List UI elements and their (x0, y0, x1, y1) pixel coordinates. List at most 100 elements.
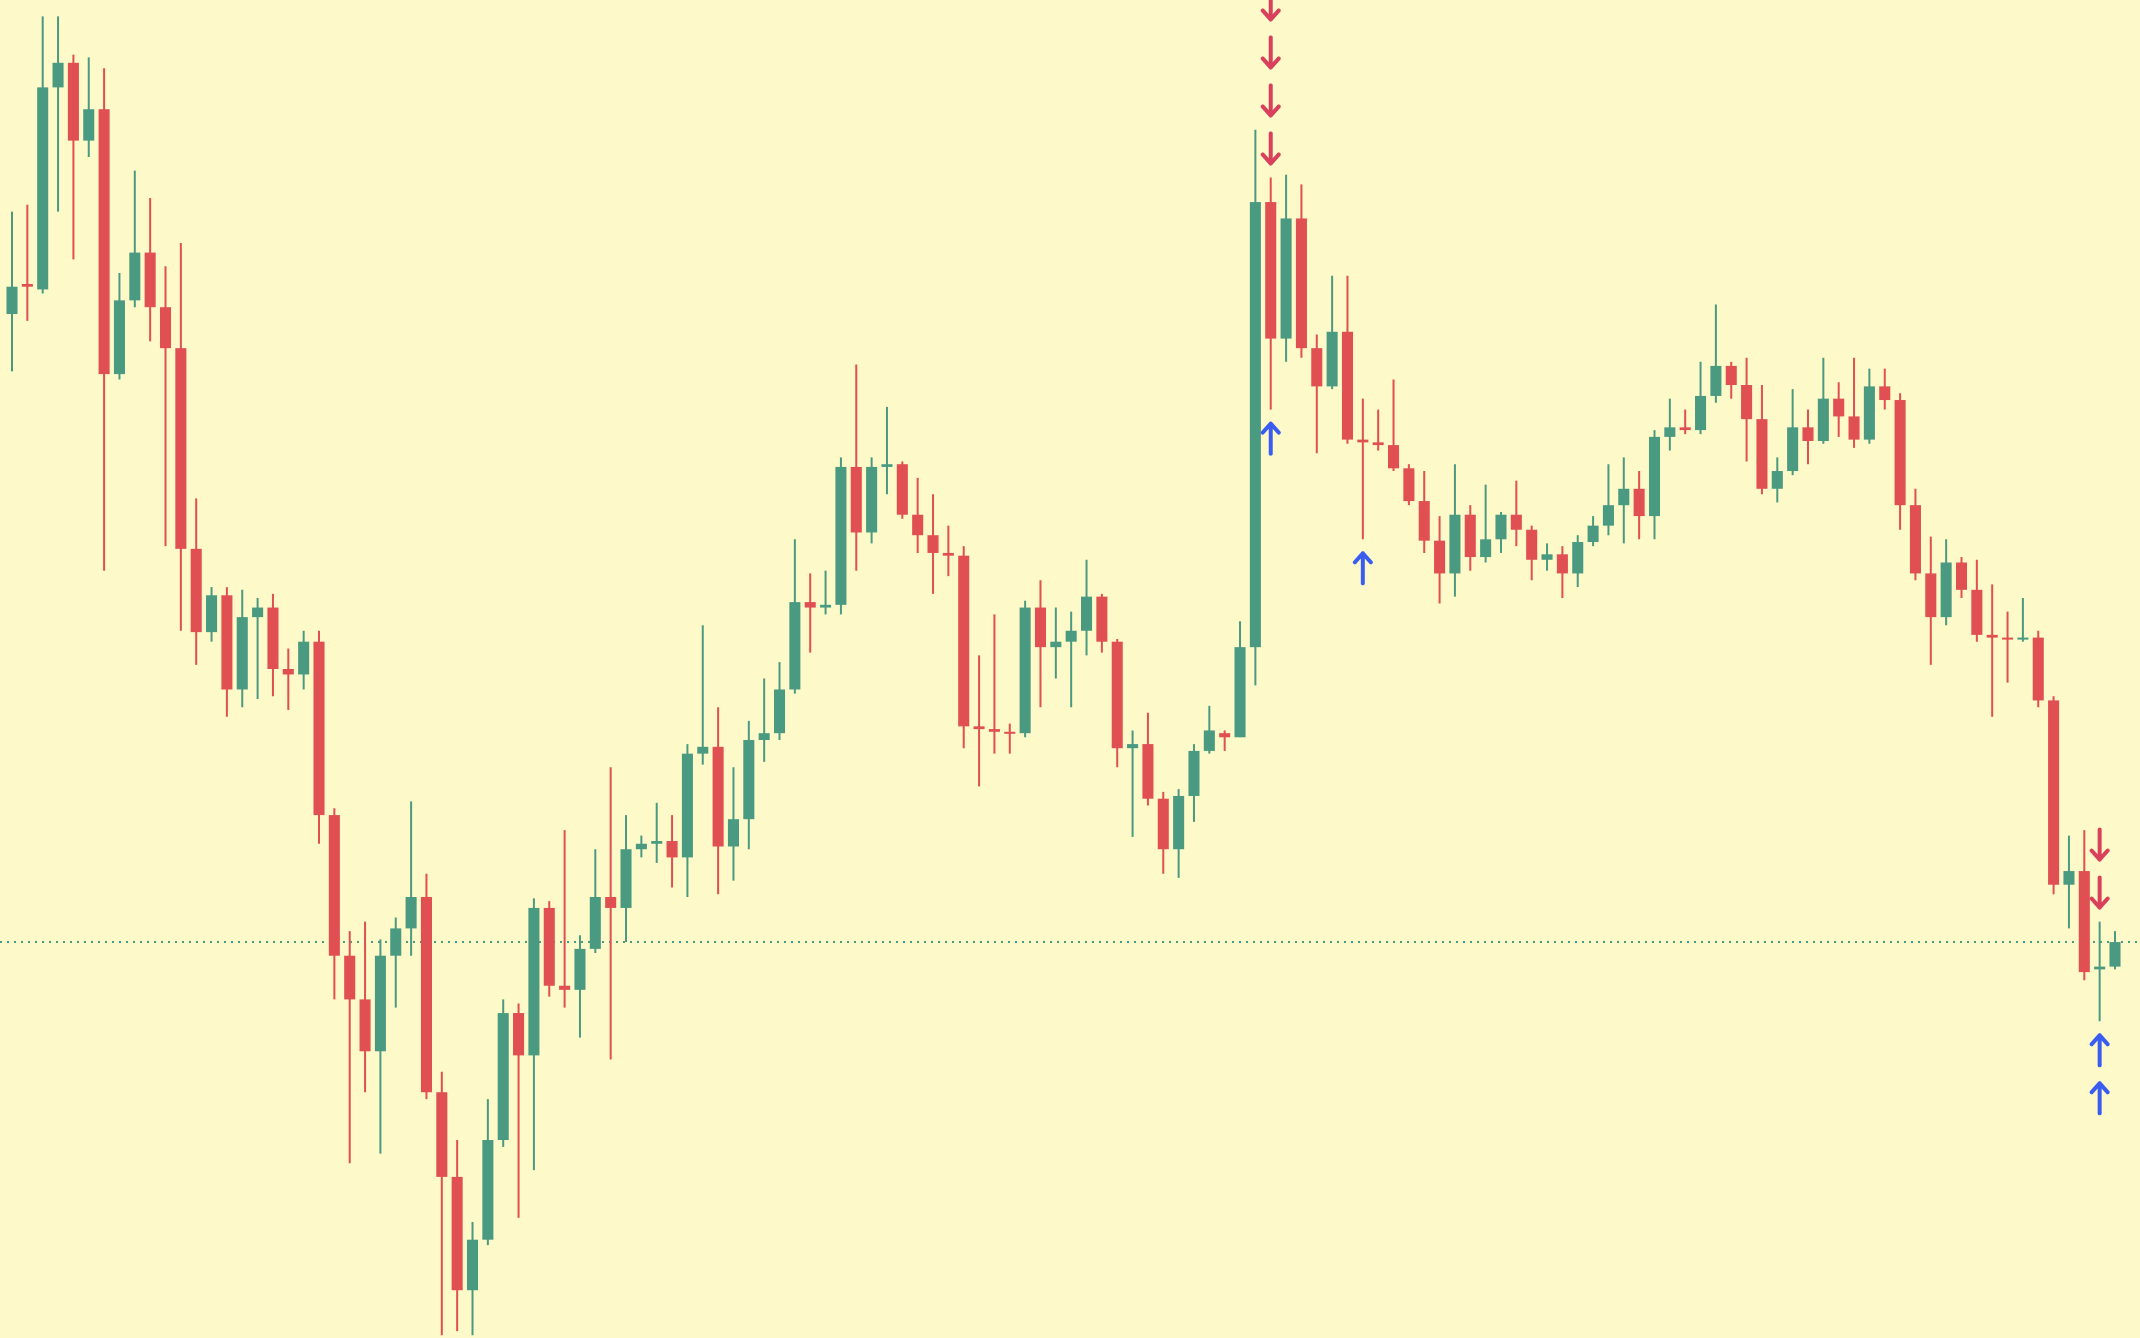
candle-body (1741, 385, 1753, 420)
candle-body (1618, 488, 1630, 506)
candle-body (175, 348, 187, 549)
candle-body (2017, 637, 2029, 640)
signal-arrow (1260, 35, 1281, 70)
candle-body (927, 535, 939, 553)
candle-body (1894, 400, 1906, 506)
candle-body (528, 907, 540, 1056)
candle-body (1295, 218, 1307, 349)
candle-body (881, 464, 893, 467)
signal-arrow (2089, 827, 2110, 862)
candle-body (1510, 514, 1522, 530)
signal-arrow (1260, 83, 1281, 118)
candle-body (37, 87, 49, 290)
candle-body (252, 607, 264, 618)
candle-body (1449, 514, 1461, 574)
candle-body (344, 955, 356, 1000)
candle-body (1664, 427, 1676, 437)
candle-body (835, 466, 847, 605)
candle-body (973, 726, 985, 730)
candle-body (1372, 442, 1384, 446)
candle-body (1695, 395, 1707, 431)
candle-body (1602, 505, 1614, 526)
candle-body (1173, 795, 1185, 850)
candle-body (221, 595, 233, 690)
candle-body (620, 849, 632, 908)
candle-body (1004, 731, 1016, 734)
candle-body (605, 897, 617, 908)
candle-body (1817, 398, 1829, 441)
candle-body (1971, 589, 1983, 635)
candle-body (21, 283, 33, 287)
candle-body (1464, 514, 1476, 558)
candle-body (2063, 871, 2075, 885)
signal-arrow (2089, 1081, 2110, 1116)
candle-body (1019, 607, 1031, 734)
candle-body (359, 999, 371, 1052)
candle-body (236, 617, 248, 690)
candle-body (6, 286, 18, 315)
candle-body (282, 669, 294, 675)
candle-body (313, 641, 325, 816)
candle-body (1725, 365, 1737, 386)
candle-body (1265, 202, 1277, 339)
candle-body (789, 602, 801, 690)
candle-body (1157, 798, 1169, 850)
candle-body (2078, 871, 2090, 973)
candle-body (1986, 634, 1998, 638)
candle-body (451, 1176, 463, 1291)
candle-body (1388, 445, 1400, 469)
candle-body (1050, 641, 1062, 648)
candle-body (1234, 647, 1246, 738)
candle-body (820, 604, 832, 608)
candle-body (666, 841, 678, 858)
candle-body (773, 689, 786, 734)
candle-body (1771, 471, 1783, 489)
candle-body (1572, 542, 1584, 574)
candle-body (1188, 750, 1200, 796)
candle-body (1756, 419, 1768, 489)
candle-body (67, 62, 79, 141)
candle-body (1403, 468, 1415, 502)
candle-body (1480, 539, 1492, 558)
candle-body (83, 109, 95, 141)
candle-body (1526, 529, 1538, 560)
candle-body (328, 815, 340, 956)
candle-body (482, 1140, 494, 1240)
signal-arrow (2089, 1033, 2110, 1068)
candle-body (543, 907, 555, 986)
candle-body (513, 1013, 525, 1056)
candle-body (850, 466, 862, 533)
candle-body (2032, 637, 2044, 701)
candle-body (681, 753, 693, 858)
candle-body (651, 841, 663, 844)
candle-body (1111, 641, 1123, 749)
candle-body (1556, 554, 1568, 574)
candle-body (129, 252, 141, 301)
candle-body (942, 552, 954, 556)
candle-body (1925, 573, 1937, 618)
candle-body (712, 746, 724, 847)
candle-body (1955, 562, 1968, 590)
candle-body (635, 843, 647, 850)
candle-body (958, 555, 970, 727)
candle-body (420, 897, 432, 1093)
candle-body (1940, 562, 1952, 618)
candle-body (113, 300, 125, 375)
candle-body (1879, 386, 1891, 401)
candle-body (589, 897, 601, 949)
candle-body (374, 955, 386, 1052)
candle-body (1280, 218, 1292, 339)
candle-body (1710, 365, 1722, 396)
signal-arrow (2089, 875, 2110, 910)
candle-body (1679, 427, 1691, 431)
candle-body (1249, 202, 1261, 648)
candle-body (727, 819, 739, 847)
candle-body (436, 1092, 448, 1177)
signal-arrow (1260, 421, 1281, 456)
candle-body (1787, 427, 1799, 472)
candle-body (1142, 744, 1154, 799)
candle-body (1541, 554, 1553, 560)
candle-body (1648, 436, 1661, 517)
